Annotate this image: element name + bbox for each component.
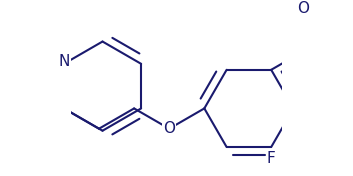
Text: N: N	[58, 54, 70, 69]
Text: O: O	[163, 121, 175, 136]
Text: O: O	[297, 2, 309, 17]
Text: F: F	[267, 151, 276, 166]
